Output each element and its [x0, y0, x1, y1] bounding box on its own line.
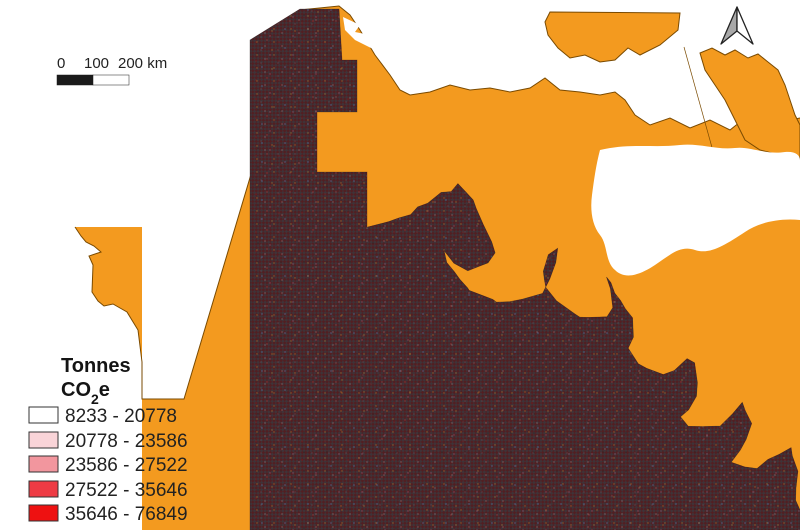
svg-text:27522 - 35646: 27522 - 35646 — [65, 480, 188, 501]
svg-text:23586 - 27522: 23586 - 27522 — [65, 455, 188, 476]
svg-text:200 km: 200 km — [118, 55, 167, 72]
svg-text:100: 100 — [84, 55, 109, 72]
svg-text:CO2e: CO2e — [61, 379, 110, 407]
svg-text:Tonnes: Tonnes — [61, 355, 131, 377]
svg-text:0: 0 — [57, 55, 65, 72]
svg-text:8233 - 20778: 8233 - 20778 — [65, 406, 177, 427]
svg-text:20778 - 23586: 20778 - 23586 — [65, 431, 188, 452]
svg-text:35646 - 76849: 35646 - 76849 — [65, 504, 188, 525]
